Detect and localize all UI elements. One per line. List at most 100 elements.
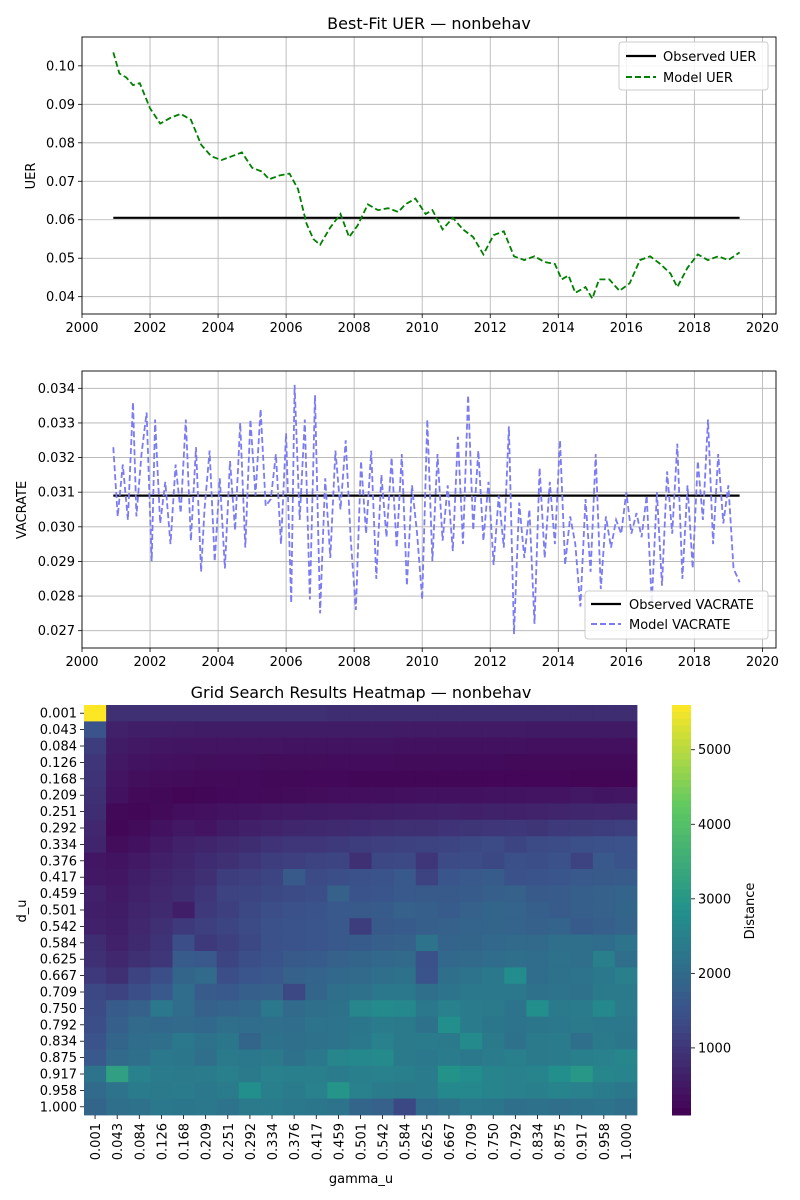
uer-x-tick-label: 2000: [65, 321, 98, 336]
heatmap-cell: [305, 951, 328, 968]
heatmap-cell: [238, 737, 262, 755]
heatmap-cell: [349, 951, 372, 968]
heatmap-cell: [570, 737, 594, 755]
heatmap-cell: [327, 836, 350, 853]
heatmap-cell: [415, 967, 439, 985]
vacrate-y-tick-label: 0.033: [38, 416, 75, 431]
heatmap-cell: [172, 1098, 195, 1116]
heatmap-y-tick-label: 0.459: [40, 887, 77, 902]
heatmap-cell: [106, 967, 129, 985]
colorbar-segment: [672, 711, 691, 720]
heatmap-cell: [260, 737, 284, 755]
heatmap-cell: [482, 1082, 505, 1099]
heatmap-cell: [238, 983, 262, 1001]
uer-x-tick-label: 2016: [610, 321, 643, 336]
heatmap-cell: [437, 1033, 461, 1050]
heatmap-cell: [238, 951, 262, 968]
colorbar-segment: [672, 752, 691, 761]
heatmap-cell: [482, 1016, 505, 1034]
heatmap-cell: [415, 819, 439, 837]
vacrate-x-tick-label: 2018: [678, 655, 711, 670]
heatmap-cell: [349, 1065, 372, 1083]
colorbar-segment: [672, 889, 691, 897]
heatmap-cell: [614, 901, 638, 919]
heatmap-cell: [371, 1033, 395, 1050]
heatmap-cell: [283, 934, 306, 952]
heatmap-cell: [194, 869, 218, 886]
heatmap-cell: [371, 983, 395, 1001]
heatmap-x-tick-label: 0.126: [155, 1123, 170, 1160]
heatmap-cell: [371, 737, 395, 755]
heatmap-cell: [150, 836, 173, 853]
heatmap-y-tick-label: 1.000: [40, 1100, 77, 1115]
heatmap-cell: [526, 803, 549, 821]
vacrate-y-tick-label: 0.029: [38, 555, 75, 570]
heatmap-x-tick-label: 0.958: [598, 1123, 613, 1160]
heatmap-cell: [327, 721, 350, 739]
heatmap-cell: [415, 803, 439, 821]
colorbar-segment: [672, 1046, 691, 1054]
heatmap-cell: [614, 983, 638, 1001]
heatmap-cell: [84, 934, 107, 952]
heatmap-cell: [305, 1033, 328, 1050]
colorbar-segment: [672, 800, 691, 808]
heatmap-cell: [592, 787, 616, 804]
heatmap-x-tick-label: 0.334: [266, 1123, 281, 1160]
heatmap-cell: [84, 885, 107, 903]
heatmap-cell: [548, 869, 572, 886]
heatmap-cell: [327, 951, 350, 968]
vacrate-x-tick-label: 2000: [65, 655, 98, 670]
heatmap-cell: [349, 721, 372, 739]
heatmap-cell: [216, 1016, 240, 1034]
heatmap-cell: [260, 983, 284, 1001]
heatmap-cell: [150, 951, 173, 968]
heatmap-cell: [548, 803, 572, 821]
heatmap-cell: [216, 803, 240, 821]
heatmap-cell: [548, 983, 572, 1001]
heatmap-cell: [283, 983, 306, 1001]
heatmap-cell: [437, 1082, 461, 1099]
heatmap-cell: [216, 951, 240, 968]
heatmap-cell: [548, 770, 572, 788]
heatmap-cell: [371, 721, 395, 739]
heatmap-cell: [371, 754, 395, 771]
heatmap-cell: [460, 1016, 483, 1034]
heatmap-x-tick-label: 0.459: [332, 1123, 347, 1160]
heatmap-cell: [172, 983, 195, 1001]
heatmap-cell: [283, 1000, 306, 1017]
heatmap-cell: [504, 787, 527, 804]
heatmap-cell: [283, 787, 306, 804]
heatmap-cell: [614, 934, 638, 952]
vacrate-y-tick-label: 0.032: [38, 451, 75, 466]
heatmap-cell: [172, 737, 195, 755]
heatmap-cell: [260, 754, 284, 771]
heatmap-cell: [504, 901, 527, 919]
heatmap-cell: [172, 951, 195, 968]
heatmap-cell: [238, 705, 262, 722]
heatmap-cell: [548, 967, 572, 985]
heatmap-cell: [548, 1082, 572, 1099]
heatmap-cell: [393, 934, 417, 952]
heatmap-cell: [150, 1049, 173, 1067]
heatmap-cell: [393, 819, 417, 837]
heatmap-cell: [349, 1082, 372, 1099]
heatmap-cell: [482, 885, 505, 903]
heatmap-cell: [106, 836, 129, 853]
heatmap-cell: [150, 1082, 173, 1099]
heatmap-cell: [260, 1016, 284, 1034]
heatmap-cell: [437, 787, 461, 804]
heatmap-cell: [460, 787, 483, 804]
heatmap-cell: [238, 819, 262, 837]
heatmap-cell: [460, 737, 483, 755]
vacrate-x-tick-label: 2010: [406, 655, 439, 670]
heatmap-cell: [305, 721, 328, 739]
heatmap-cell: [349, 819, 372, 837]
heatmap-cell: [371, 967, 395, 985]
vacrate-y-tick-label: 0.030: [38, 520, 75, 535]
heatmap-cell: [504, 1000, 527, 1017]
colorbar-segment: [672, 759, 691, 767]
heatmap-cell: [460, 934, 483, 952]
heatmap-cell: [437, 836, 461, 853]
heatmap-cell: [548, 934, 572, 952]
heatmap-x-tick-label: 0.625: [421, 1123, 436, 1160]
